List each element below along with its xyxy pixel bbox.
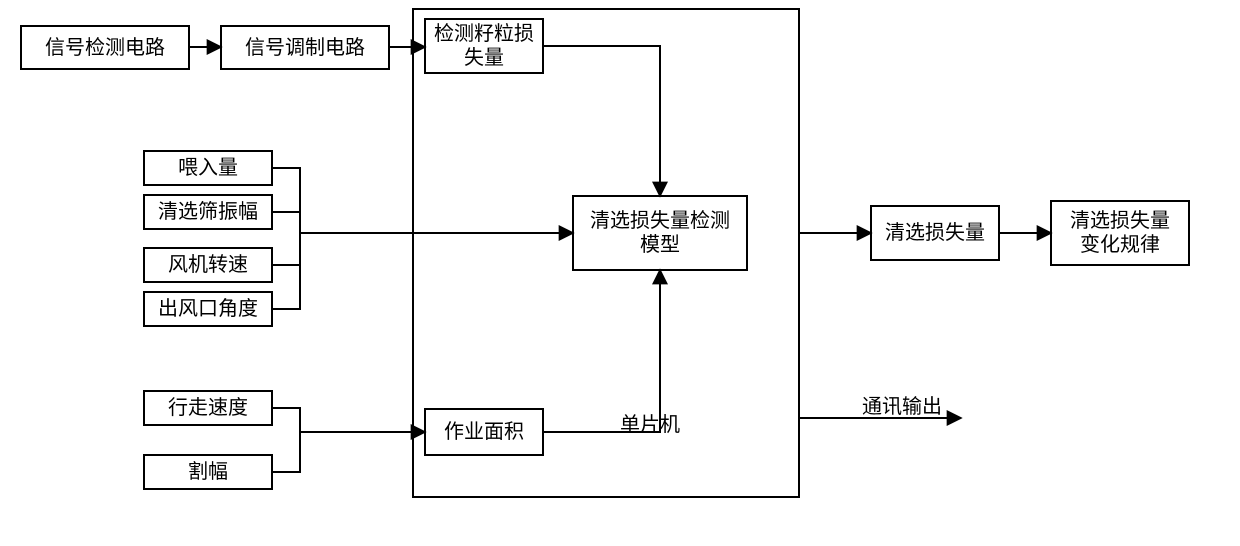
text-t_mcu: 单片机	[620, 408, 680, 437]
node-label: 清选损失量变化规律	[1070, 209, 1170, 257]
node-label: 风机转速	[168, 253, 248, 277]
node-n_signal_mod: 信号调制电路	[220, 25, 390, 70]
node-label: 割幅	[188, 460, 228, 484]
node-n_cut: 割幅	[143, 454, 273, 490]
node-n_loss_amt: 清选损失量	[870, 205, 1000, 261]
node-n_speed: 行走速度	[143, 390, 273, 426]
node-label: 清选损失量	[885, 221, 985, 245]
node-n_angle: 出风口角度	[143, 291, 273, 327]
node-label: 检测籽粒损失量	[434, 22, 534, 70]
node-label: 清选筛振幅	[158, 200, 258, 224]
arrow-4	[273, 168, 300, 309]
node-label: 作业面积	[444, 420, 524, 444]
node-n_grain_loss: 检测籽粒损失量	[424, 18, 544, 74]
node-label: 清选损失量检测模型	[590, 209, 730, 257]
node-n_signal_detect: 信号检测电路	[20, 25, 190, 70]
node-n_fan: 风机转速	[143, 247, 273, 283]
node-n_loss_law: 清选损失量变化规律	[1050, 200, 1190, 266]
node-label: 信号调制电路	[245, 36, 365, 60]
node-label: 行走速度	[168, 396, 248, 420]
node-label: 喂入量	[178, 156, 238, 180]
arrow-8	[273, 408, 300, 472]
text-t_comm: 通讯输出	[862, 390, 942, 419]
node-n_area: 作业面积	[424, 408, 544, 456]
node-label: 出风口角度	[158, 297, 258, 321]
node-label: 信号检测电路	[45, 36, 165, 60]
node-n_model: 清选损失量检测模型	[572, 195, 748, 271]
node-n_amp: 清选筛振幅	[143, 194, 273, 230]
node-n_feed: 喂入量	[143, 150, 273, 186]
